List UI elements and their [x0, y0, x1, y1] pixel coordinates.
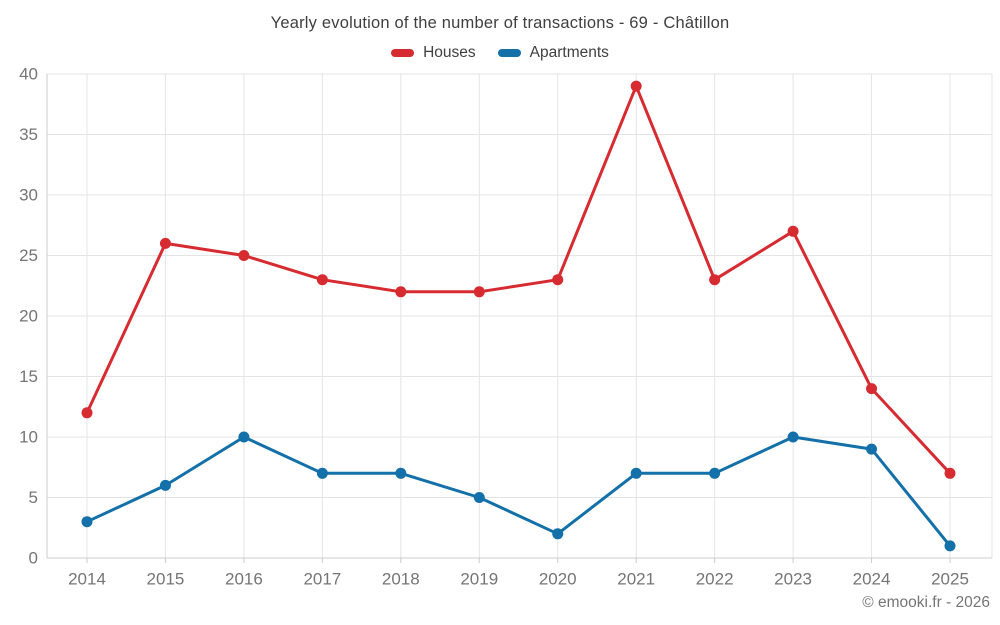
- y-tick-label: 25: [19, 246, 38, 265]
- point-apartments-2014[interactable]: [81, 516, 93, 528]
- x-tick-label: 2019: [460, 570, 498, 589]
- point-houses-2021[interactable]: [630, 80, 642, 92]
- chart-legend: Houses Apartments: [0, 44, 1000, 62]
- x-tick-label: 2017: [303, 570, 341, 589]
- point-houses-2020[interactable]: [552, 274, 564, 286]
- point-apartments-2020[interactable]: [552, 528, 564, 540]
- x-tick-label: 2024: [853, 570, 891, 589]
- point-apartments-2024[interactable]: [866, 443, 878, 455]
- point-houses-2014[interactable]: [81, 407, 93, 419]
- x-tick-label: 2016: [225, 570, 263, 589]
- y-tick-label: 15: [19, 367, 38, 386]
- point-houses-2023[interactable]: [787, 225, 799, 237]
- point-houses-2017[interactable]: [316, 274, 328, 286]
- point-apartments-2022[interactable]: [709, 467, 721, 479]
- y-tick-label: 10: [19, 428, 38, 447]
- y-tick-label: 30: [19, 186, 38, 205]
- legend-item-houses[interactable]: Houses: [391, 44, 476, 62]
- point-apartments-2025[interactable]: [944, 540, 956, 552]
- point-apartments-2023[interactable]: [787, 431, 799, 443]
- apartments-swatch-icon: [497, 49, 521, 57]
- y-tick-label: 40: [19, 65, 38, 84]
- point-houses-2024[interactable]: [866, 383, 878, 395]
- point-houses-2015[interactable]: [159, 237, 171, 249]
- point-apartments-2018[interactable]: [395, 467, 407, 479]
- x-tick-label: 2020: [539, 570, 577, 589]
- x-tick-label: 2022: [696, 570, 734, 589]
- point-houses-2016[interactable]: [238, 250, 250, 261]
- x-tick-label: 2015: [147, 570, 185, 589]
- legend-item-apartments[interactable]: Apartments: [497, 44, 609, 62]
- houses-line: [85, 84, 952, 475]
- houses-swatch-icon: [391, 49, 415, 57]
- x-tick-label: 2018: [382, 570, 420, 589]
- y-tick-label: 0: [29, 549, 38, 568]
- point-houses-2022[interactable]: [709, 274, 721, 286]
- y-tick-label: 5: [29, 488, 38, 507]
- point-apartments-2019[interactable]: [473, 492, 485, 503]
- chart-title: Yearly evolution of the number of transa…: [270, 14, 730, 32]
- copyright-footer: © emooki.fr - 2026: [862, 594, 990, 611]
- point-houses-2019[interactable]: [473, 286, 485, 298]
- point-houses-2018[interactable]: [395, 286, 407, 298]
- x-tick-label: 2023: [774, 570, 812, 589]
- legend-label-apartments: Apartments: [529, 44, 609, 61]
- y-tick-label: 20: [19, 307, 38, 326]
- y-tick-label: 35: [19, 125, 38, 144]
- apartments-line: [85, 435, 952, 548]
- point-apartments-2015[interactable]: [159, 479, 171, 491]
- point-apartments-2017[interactable]: [316, 467, 328, 479]
- point-apartments-2016[interactable]: [238, 431, 250, 443]
- point-houses-2025[interactable]: [944, 467, 956, 479]
- legend-label-houses: Houses: [423, 44, 476, 61]
- point-apartments-2021[interactable]: [630, 467, 642, 479]
- x-tick-label: 2014: [68, 570, 106, 589]
- x-tick-label: 2021: [617, 570, 655, 589]
- x-tick-label: 2025: [931, 570, 969, 589]
